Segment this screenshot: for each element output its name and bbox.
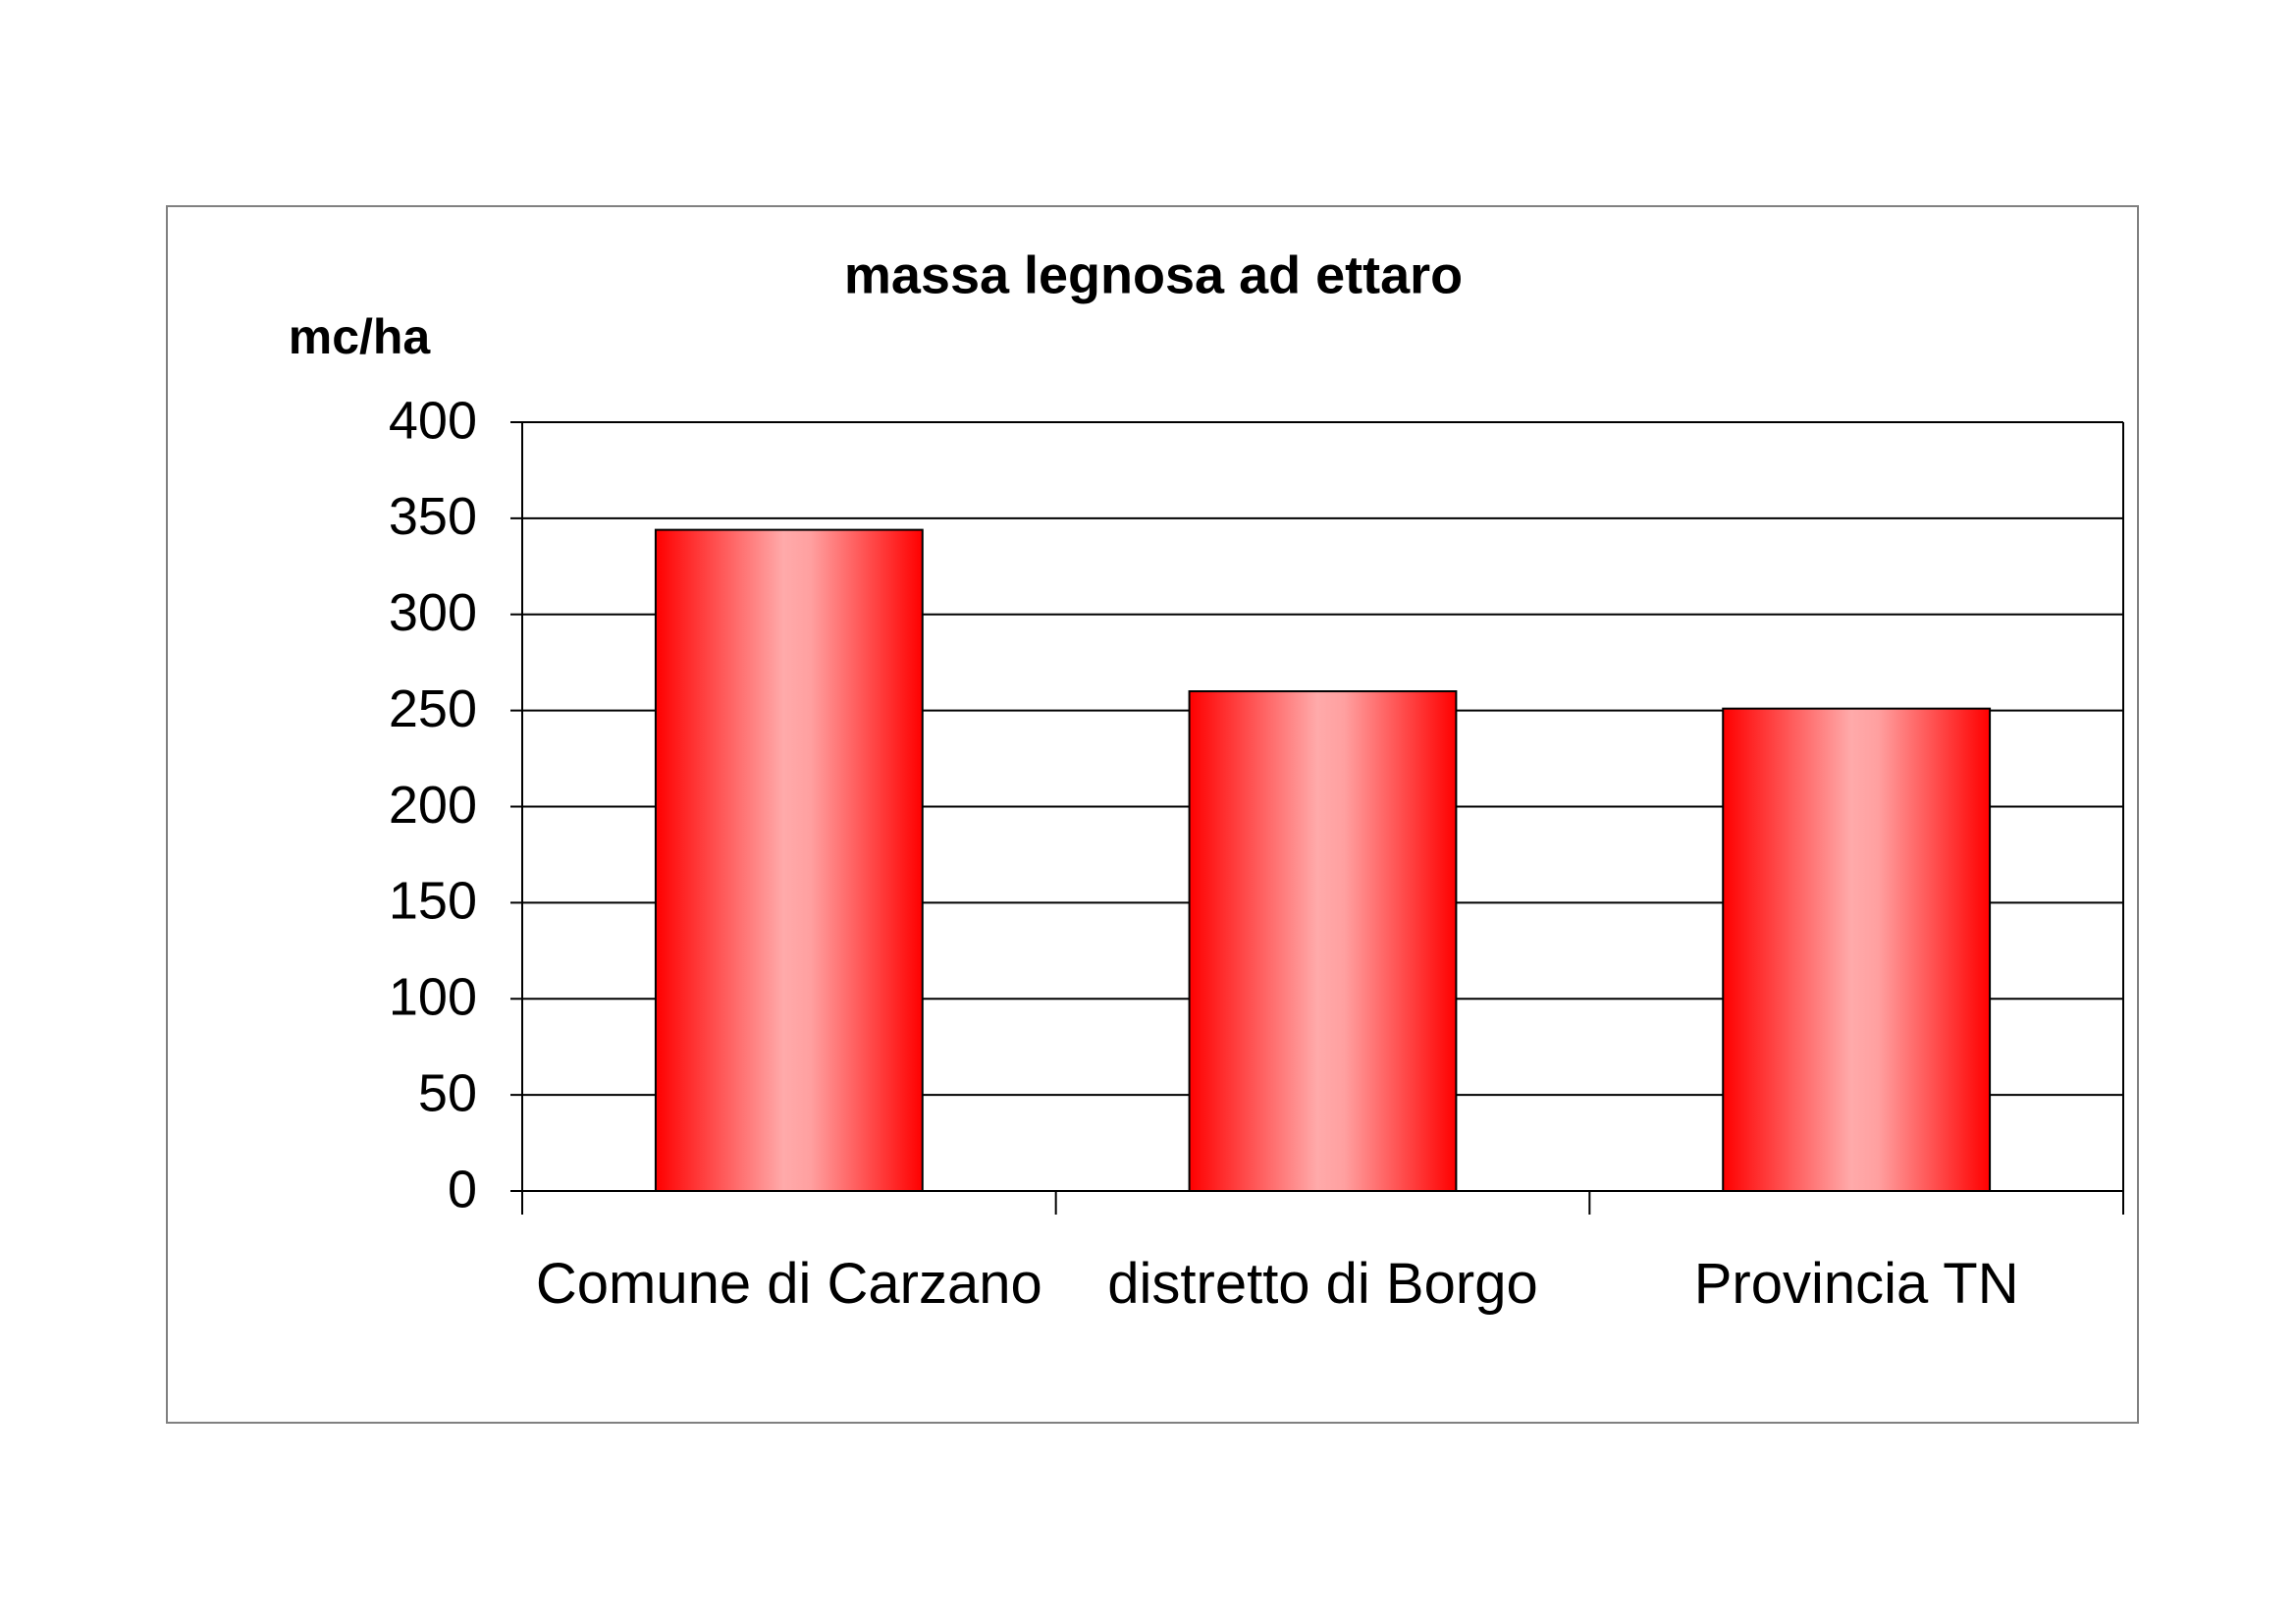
bar (1188, 690, 1458, 1192)
y-tick-label: 150 (389, 872, 477, 931)
y-tick-label: 400 (389, 391, 477, 450)
y-tick-label: 300 (389, 583, 477, 642)
x-tick-label: Provincia TN (1693, 1252, 2019, 1316)
bar (654, 528, 924, 1192)
y-tick-label: 50 (418, 1063, 477, 1122)
chart-title: massa legnosa ad ettaro (844, 245, 1463, 304)
y-tick-label: 0 (448, 1160, 477, 1218)
x-tick-label: distretto di Borgo (1107, 1252, 1538, 1316)
y-axis-label: mc/ha (289, 309, 432, 364)
x-tick-label: Comune di Carzano (535, 1252, 1042, 1316)
y-tick-label: 350 (389, 487, 477, 546)
y-tick-label: 250 (389, 679, 477, 738)
y-tick-label: 200 (389, 776, 477, 835)
y-tick-label: 100 (389, 968, 477, 1027)
bar (1722, 707, 1992, 1192)
